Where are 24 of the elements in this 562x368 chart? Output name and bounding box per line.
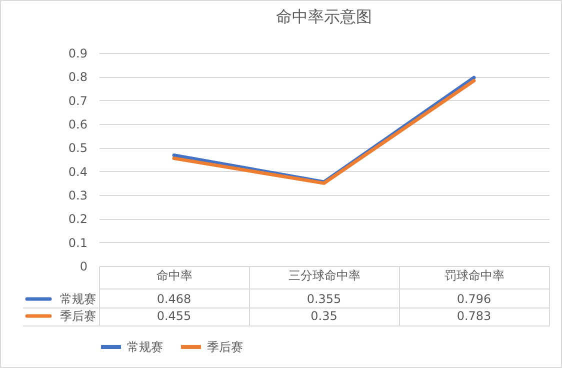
data-label: 0.455 <box>156 309 192 323</box>
y-tick-label: 0.4 <box>68 164 88 179</box>
data-label: 0.35 <box>310 309 338 323</box>
y-tick-label: 0.9 <box>68 46 88 60</box>
y-tick-label: 0.5 <box>68 141 88 156</box>
text: 常规赛 <box>127 340 163 354</box>
y-tick-label: 0.2 <box>68 212 88 226</box>
data-label: 0.783 <box>456 309 492 323</box>
x-tick-label: 命中率 <box>156 268 192 282</box>
legend-label: 季后赛 <box>60 309 96 323</box>
y-tick-label: 0.1 <box>68 236 88 250</box>
x-tick-label: 罚球命中率 <box>444 268 504 282</box>
y-tick-label: 0.3 <box>68 188 88 202</box>
y-tick-label: 0.7 <box>68 94 88 108</box>
data-label: 0.796 <box>456 292 492 306</box>
x-tick-label: 三分球命中率 <box>288 268 360 282</box>
y-tick-label: 0.6 <box>68 118 88 132</box>
text: 季后赛 <box>207 340 243 354</box>
y-tick-label: 0 <box>80 260 88 274</box>
data-label: 0.468 <box>156 292 192 306</box>
data-label: 0.355 <box>306 292 342 306</box>
legend-label: 常规赛 <box>60 292 96 306</box>
y-tick-label: 0.8 <box>68 70 88 84</box>
chart-title: 命中率示意图 <box>276 7 372 26</box>
